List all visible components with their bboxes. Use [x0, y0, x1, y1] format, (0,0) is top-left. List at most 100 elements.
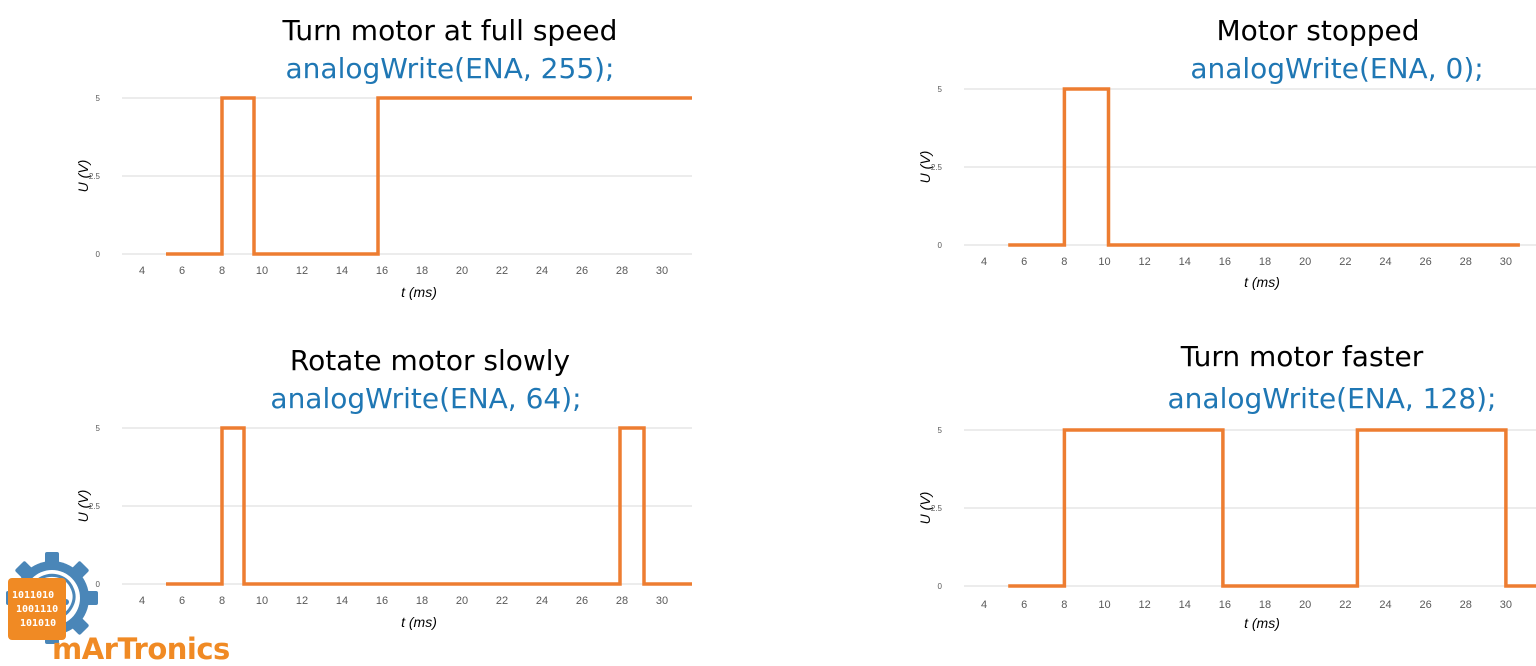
x-tick-label: 24 — [1379, 256, 1391, 268]
x-tick-label: 16 — [1219, 599, 1231, 611]
x-tick-label: 22 — [496, 265, 508, 277]
y-tick-label: 0 — [938, 241, 943, 250]
y-tick-label: 5 — [96, 94, 101, 103]
x-tick-label: 14 — [336, 595, 348, 607]
x-tick-label: 20 — [456, 265, 468, 277]
x-tick-label: 6 — [1021, 256, 1027, 268]
y-tick-label: 2.5 — [931, 163, 943, 172]
gear-brain-icon: 1011010 1001110 101010 — [6, 552, 98, 644]
y-tick-label: 2.5 — [931, 504, 943, 513]
x-tick-label: 28 — [1460, 256, 1472, 268]
x-tick-label: 6 — [1021, 599, 1027, 611]
code-snippet: analogWrite(ENA, 128); — [1167, 382, 1497, 415]
chart-title: Rotate motor slowly — [289, 344, 571, 377]
x-tick-label: 10 — [1098, 599, 1110, 611]
x-tick-label: 22 — [1339, 599, 1351, 611]
logo-binary-line: 1001110 — [16, 604, 58, 615]
x-tick-label: 28 — [1460, 599, 1472, 611]
y-tick-label: 0 — [96, 580, 101, 589]
x-tick-label: 30 — [1500, 256, 1512, 268]
x-tick-label: 24 — [536, 265, 548, 277]
x-tick-label: 4 — [139, 265, 145, 277]
logo-binary-line: 1011010 — [12, 590, 54, 601]
y-tick-label: 0 — [938, 582, 943, 591]
x-tick-label: 26 — [576, 595, 588, 607]
x-tick-label: 4 — [139, 595, 145, 607]
x-tick-label: 22 — [1339, 256, 1351, 268]
y-axis-label: U (V) — [75, 490, 91, 523]
x-tick-label: 6 — [179, 265, 185, 277]
line-chart: 0 2.5 5 4 6 8 10 12 14 16 18 20 22 24 26 28 30 t (ms) U (V… — [917, 85, 1536, 290]
x-tick-label: 26 — [1419, 256, 1431, 268]
chart-panel-slow: Rotate motor slowly analogWrite(ENA, 64)… — [70, 330, 710, 640]
chart-title: Motor stopped — [1216, 14, 1420, 47]
y-tick-label: 5 — [938, 426, 943, 435]
x-axis-label: t (ms) — [1244, 274, 1280, 290]
chart-panel-faster: Turn motor faster analogWrite(ENA, 128);… — [912, 330, 1536, 640]
line-chart: 0 2.5 5 4 6 8 10 12 14 16 18 20 22 24 26 28 30 t (ms) U (V… — [75, 94, 692, 300]
y-tick-label: 5 — [96, 424, 101, 433]
x-tick-label: 18 — [1259, 599, 1271, 611]
x-tick-label: 18 — [416, 265, 428, 277]
x-tick-label: 16 — [376, 265, 388, 277]
chart-panel-stopped: Motor stopped analogWrite(ENA, 0); 0 2.5 5… — [912, 0, 1536, 310]
x-tick-label: 14 — [1179, 256, 1191, 268]
logo-binary-line: 101010 — [20, 618, 56, 629]
signal-series-line — [166, 426, 692, 586]
x-tick-label: 10 — [256, 595, 268, 607]
signal-series-line — [166, 96, 692, 256]
x-tick-label: 8 — [1061, 599, 1067, 611]
x-tick-label: 20 — [1299, 256, 1311, 268]
x-tick-label: 24 — [1379, 599, 1391, 611]
x-tick-label: 6 — [179, 595, 185, 607]
x-tick-label: 4 — [981, 256, 987, 268]
x-tick-label: 10 — [256, 265, 268, 277]
code-snippet: analogWrite(ENA, 0); — [1190, 52, 1484, 85]
x-tick-label: 18 — [1259, 256, 1271, 268]
x-tick-label: 26 — [576, 265, 588, 277]
y-axis-label: U (V) — [917, 151, 933, 184]
x-tick-label: 22 — [496, 595, 508, 607]
x-tick-label: 4 — [981, 599, 987, 611]
x-tick-label: 12 — [296, 265, 308, 277]
x-axis-label: t (ms) — [1244, 615, 1280, 631]
chart-title: Turn motor at full speed — [282, 14, 618, 47]
y-tick-label: 5 — [938, 85, 943, 94]
x-tick-label: 24 — [536, 595, 548, 607]
signal-series-line — [1008, 87, 1520, 247]
x-axis-label: t (ms) — [401, 284, 437, 300]
x-tick-label: 8 — [219, 265, 225, 277]
x-tick-label: 8 — [1061, 256, 1067, 268]
y-tick-label: 2.5 — [89, 502, 101, 511]
line-chart: 0 2.5 5 4 6 8 10 12 14 16 18 20 22 24 26 28 30 t (ms) U (V… — [75, 424, 692, 630]
code-snippet: analogWrite(ENA, 255); — [285, 52, 615, 85]
x-tick-label: 30 — [656, 595, 668, 607]
x-tick-label: 16 — [1219, 256, 1231, 268]
x-tick-label: 20 — [456, 595, 468, 607]
x-tick-label: 30 — [1500, 599, 1512, 611]
x-tick-label: 14 — [1179, 599, 1191, 611]
x-tick-label: 14 — [336, 265, 348, 277]
martronics-logo: 1011010 1001110 101010 mArTronics — [0, 552, 240, 666]
x-tick-label: 12 — [1139, 256, 1151, 268]
y-tick-label: 0 — [96, 250, 101, 259]
x-tick-label: 12 — [296, 595, 308, 607]
line-chart: 0 2.5 5 4 6 8 10 12 14 16 18 20 22 24 26 28 30 t (ms) U (V… — [917, 426, 1536, 631]
x-tick-label: 18 — [416, 595, 428, 607]
x-tick-label: 20 — [1299, 599, 1311, 611]
x-tick-label: 28 — [616, 265, 628, 277]
code-snippet: analogWrite(ENA, 64); — [270, 382, 582, 415]
x-tick-label: 10 — [1098, 256, 1110, 268]
x-tick-label: 12 — [1139, 599, 1151, 611]
x-tick-label: 8 — [219, 595, 225, 607]
y-axis-label: U (V) — [917, 492, 933, 525]
x-tick-label: 26 — [1419, 599, 1431, 611]
x-axis-label: t (ms) — [401, 614, 437, 630]
signal-series-line — [1008, 428, 1536, 588]
x-tick-label: 16 — [376, 595, 388, 607]
x-tick-label: 28 — [616, 595, 628, 607]
y-tick-label: 2.5 — [89, 172, 101, 181]
y-axis-label: U (V) — [75, 160, 91, 193]
logo-text: mArTronics — [52, 632, 230, 666]
chart-panel-full-speed: Turn motor at full speed analogWrite(ENA… — [70, 0, 710, 310]
